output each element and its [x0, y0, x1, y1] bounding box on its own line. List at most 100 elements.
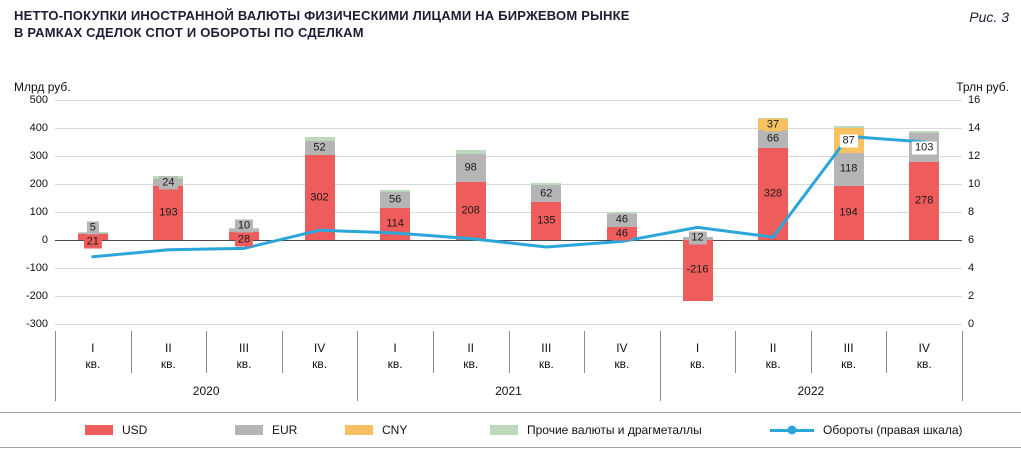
figure-title: НЕТТО-ПОКУПКИ ИНОСТРАННОЙ ВАЛЮТЫ ФИЗИЧЕС… — [14, 7, 630, 41]
bar-segment-other — [833, 125, 864, 129]
bar-value-label: 5 — [86, 221, 99, 235]
bar-value-label: 46 — [612, 213, 632, 227]
quarter-suffix: кв. — [841, 357, 857, 371]
bar-value-label: 278 — [912, 194, 937, 208]
legend-label-usd: USD — [122, 423, 148, 437]
quarter-numeral: II — [165, 341, 172, 355]
turnover-line-layer — [91, 134, 926, 259]
left-axis-tick-label: -200 — [25, 290, 48, 302]
quarter-suffix: кв. — [387, 357, 403, 371]
quarter-label: II кв. — [735, 331, 811, 372]
legend-item-other: Прочие валюты и драгметаллы — [490, 423, 702, 437]
figure-title-line-1: НЕТТО-ПОКУПКИ ИНОСТРАННОЙ ВАЛЮТЫ ФИЗИЧЕС… — [14, 8, 630, 23]
chart-plot-area: -300 -200 -100 0 100 200 300 400 500 0 2 4 6 8 10 12 14 1… — [0, 94, 1021, 410]
gridline — [55, 268, 962, 269]
year-label: 2020 — [192, 384, 220, 398]
quarter-suffix: кв. — [765, 357, 781, 371]
right-axis-tick-label: 16 — [968, 94, 981, 106]
bar-segment-other — [909, 131, 940, 134]
quarter-label: IV кв. — [886, 331, 962, 372]
bar-value-label: 37 — [763, 118, 783, 131]
category-separator — [962, 331, 963, 401]
category-separator — [432, 331, 434, 373]
quarter-suffix: кв. — [690, 357, 705, 371]
category-separator — [206, 331, 208, 373]
legend-item-eur: EUR — [235, 423, 297, 437]
bar-value-label: 103 — [912, 141, 937, 155]
left-axis-tick-label: 100 — [29, 206, 48, 218]
bar-value-label: 21 — [83, 235, 102, 249]
quarter-numeral: I — [393, 341, 397, 355]
left-axis-tick-label: 400 — [29, 122, 48, 134]
chart-legend: USD EUR CNY Прочие валюты и драгметаллы Обор… — [0, 412, 1021, 448]
bar-segment-other — [531, 182, 562, 185]
legend-item-cny: CNY — [345, 423, 407, 437]
bar-value-label: 193 — [156, 206, 181, 220]
right-axis-tick-label: 14 — [968, 122, 981, 134]
gridline — [55, 184, 962, 185]
legend-item-usd: USD — [85, 423, 147, 437]
quarter-suffix: кв. — [538, 357, 554, 371]
zero-line — [55, 240, 962, 241]
quarter-label: IV кв. — [282, 331, 358, 372]
right-axis-tick-label: 6 — [968, 234, 975, 246]
gridline — [55, 296, 962, 297]
bar-value-label: 114 — [383, 217, 407, 231]
quarter-label: II кв. — [433, 331, 509, 372]
quarter-numeral: III — [238, 341, 249, 355]
figure-header: НЕТТО-ПОКУПКИ ИНОСТРАННОЙ ВАЛЮТЫ ФИЗИЧЕС… — [14, 7, 1009, 41]
cny-swatch-icon — [345, 425, 373, 435]
quarter-suffix: кв. — [463, 357, 479, 371]
right-axis-tick-label: 0 — [968, 318, 975, 330]
quarter-numeral: III — [843, 341, 854, 355]
right-axis-tick-label: 12 — [968, 150, 981, 162]
usd-swatch-icon — [85, 425, 113, 435]
year-label: 2022 — [797, 384, 825, 398]
gridline — [55, 100, 962, 101]
category-separator — [810, 331, 812, 373]
left-axis-tick-label: 300 — [29, 150, 48, 162]
bar-value-label: 208 — [458, 204, 483, 218]
category-separator — [659, 331, 661, 401]
quarter-label: IV кв. — [584, 331, 660, 372]
quarter-numeral: IV — [616, 341, 628, 355]
turnover-line-dot-icon — [787, 425, 797, 435]
category-separator — [508, 331, 510, 373]
quarter-numeral: I — [695, 341, 700, 355]
quarter-suffix: кв. — [916, 357, 932, 371]
category-separator — [55, 331, 56, 401]
eur-swatch-icon — [235, 425, 263, 435]
right-axis-tick-label: 10 — [968, 178, 981, 190]
turnover-line — [91, 134, 926, 259]
bar-value-label: 62 — [537, 187, 556, 200]
bar-value-label: 302 — [307, 191, 332, 205]
right-axis-unit-label: Трлн руб. — [956, 80, 1009, 94]
left-axis-tick-label: 500 — [29, 94, 48, 106]
bar-value-label: 12 — [688, 231, 707, 245]
legend-label-eur: EUR — [272, 423, 298, 437]
quarter-numeral: IV — [313, 341, 326, 355]
left-axis-tick-label: -100 — [25, 262, 48, 274]
turnover-line-swatch-icon — [770, 425, 814, 435]
quarter-numeral: III — [541, 341, 552, 355]
figure-title-line-2: В РАМКАХ СДЕЛОК СПОТ И ОБОРОТЫ ПО СДЕЛКА… — [14, 25, 364, 40]
bar-segment-other — [455, 150, 486, 155]
quarter-suffix: кв. — [85, 357, 101, 371]
quarter-label: III кв. — [509, 331, 585, 372]
legend-item-turnovers: Обороты (правая шкала) — [770, 423, 963, 437]
category-separator — [130, 331, 132, 373]
bar-value-label: 87 — [839, 134, 858, 147]
quarter-suffix: кв. — [614, 357, 630, 371]
quarter-label: II кв. — [131, 331, 207, 372]
other-swatch-icon — [490, 425, 518, 435]
figure-number: Рис. 3 — [969, 9, 1009, 25]
category-separator — [357, 331, 359, 401]
left-axis-tick-label: -300 — [25, 318, 48, 330]
right-axis-tick-label: 4 — [968, 262, 975, 274]
legend-label-cny: CNY — [382, 423, 408, 437]
category-separator — [281, 331, 283, 373]
bar-value-label: 24 — [159, 176, 178, 190]
